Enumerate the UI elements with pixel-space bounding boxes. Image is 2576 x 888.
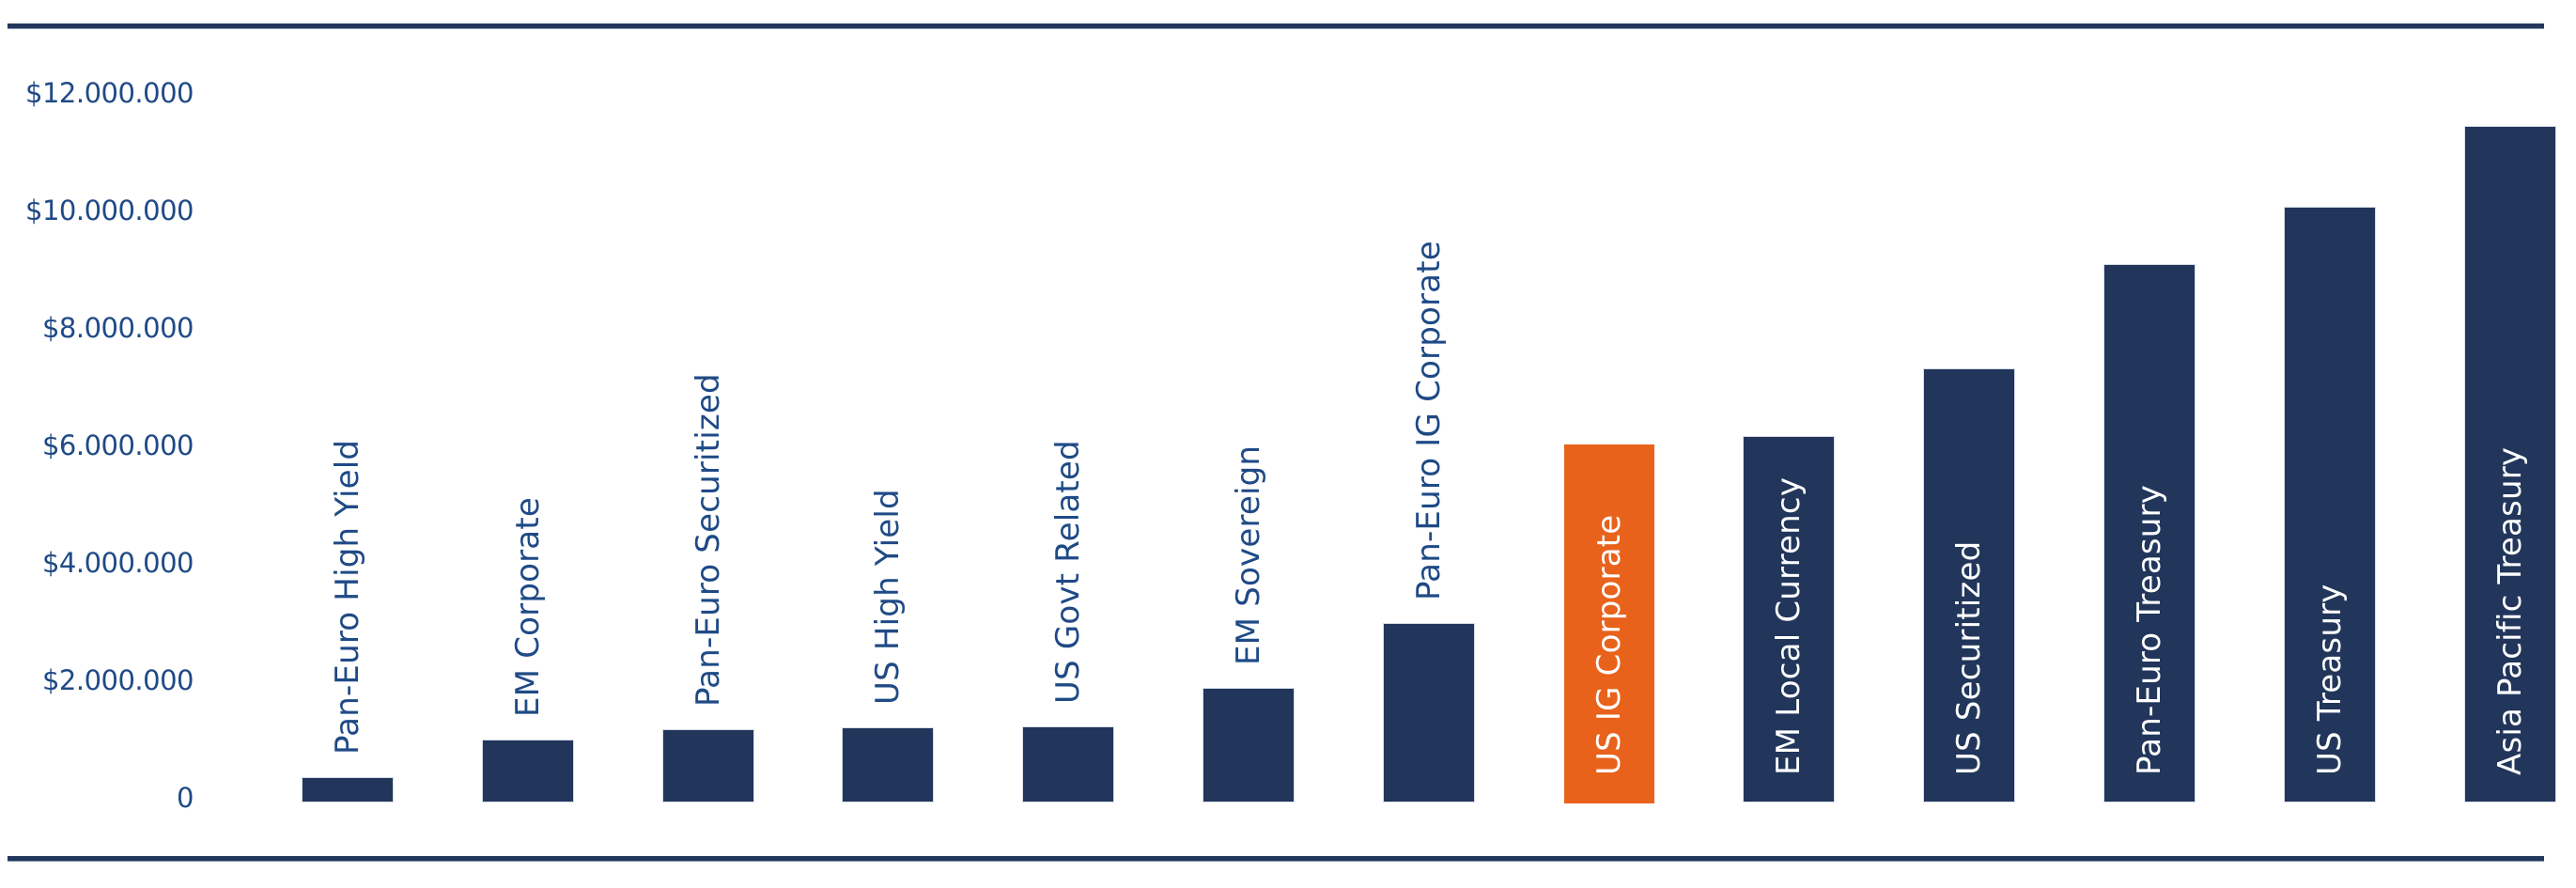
bar-label: Pan-Euro Securitized: [689, 372, 727, 707]
bar-label: US Securitized: [1950, 540, 1989, 775]
bar-em-sovereign: [1203, 689, 1294, 802]
bar-pan-euro-high-yield: [303, 778, 393, 802]
bar-us-ig-corporate: [1563, 444, 1654, 803]
bar-asia-pacific-treasury: [2464, 126, 2555, 802]
bar-label: EM Sovereign: [1230, 444, 1267, 665]
bar-us-govt-related: [1023, 727, 1114, 802]
y-tick-label: $12.000.000: [25, 77, 194, 109]
bar-label: EM Corporate: [508, 497, 547, 717]
bar-us-treasury: [2284, 208, 2375, 802]
bar-label: Pan-Euro IG Corporate: [1409, 241, 1448, 601]
bar-em-local-currency: [1744, 436, 1835, 802]
bar-label: Pan-Euro Treasury: [2131, 484, 2168, 775]
bar-em-corporate: [482, 740, 573, 802]
bar-pan-euro-treasury: [2104, 264, 2195, 802]
bar-us-high-yield: [843, 727, 934, 802]
y-tick-label: $2.000.000: [41, 664, 194, 696]
bar-label: EM Local Currency: [1770, 476, 1808, 775]
bar-label: US IG Corporate: [1590, 514, 1628, 775]
top-rule: [8, 23, 2544, 28]
bar-label: US Govt Related: [1049, 440, 1088, 705]
bar-label: US High Yield: [869, 489, 908, 705]
y-tick-label: $10.000.000: [25, 195, 194, 226]
bar-label: Pan-Euro High Yield: [329, 439, 366, 755]
bottom-rule: [8, 856, 2544, 861]
bar-us-securitized: [1924, 369, 2015, 802]
y-tick-label: $6.000.000: [41, 429, 194, 461]
bar-pan-euro-ig-corporate: [1383, 624, 1474, 802]
y-tick-label: 0: [177, 782, 194, 814]
bar-label: Asia Pacific Treasury: [2491, 446, 2529, 775]
bar-pan-euro-securitized: [662, 729, 753, 802]
y-tick-label: $4.000.000: [41, 547, 194, 579]
bar-label: US Treasury: [2310, 584, 2349, 775]
y-tick-label: $8.000.000: [41, 312, 194, 344]
